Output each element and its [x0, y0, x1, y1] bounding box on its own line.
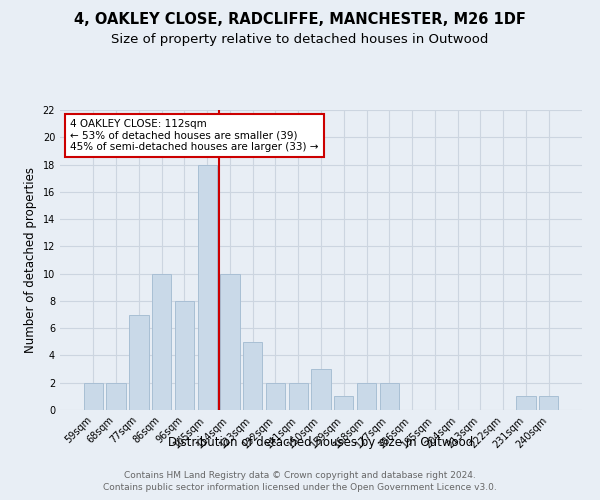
- Bar: [380, 382, 399, 410]
- Text: Contains HM Land Registry data © Crown copyright and database right 2024.
Contai: Contains HM Land Registry data © Crown c…: [103, 471, 497, 492]
- Bar: [175, 301, 194, 410]
- Text: 4 OAKLEY CLOSE: 112sqm
← 53% of detached houses are smaller (39)
45% of semi-det: 4 OAKLEY CLOSE: 112sqm ← 53% of detached…: [70, 119, 319, 152]
- Bar: [334, 396, 353, 410]
- Text: Distribution of detached houses by size in Outwood: Distribution of detached houses by size …: [169, 436, 473, 449]
- Text: 4, OAKLEY CLOSE, RADCLIFFE, MANCHESTER, M26 1DF: 4, OAKLEY CLOSE, RADCLIFFE, MANCHESTER, …: [74, 12, 526, 28]
- Bar: [311, 369, 331, 410]
- Bar: [289, 382, 308, 410]
- Bar: [84, 382, 103, 410]
- Bar: [516, 396, 536, 410]
- Bar: [539, 396, 558, 410]
- Bar: [129, 314, 149, 410]
- Bar: [106, 382, 126, 410]
- Bar: [243, 342, 262, 410]
- Y-axis label: Number of detached properties: Number of detached properties: [24, 167, 37, 353]
- Bar: [152, 274, 172, 410]
- Bar: [197, 164, 217, 410]
- Bar: [266, 382, 285, 410]
- Bar: [220, 274, 239, 410]
- Bar: [357, 382, 376, 410]
- Text: Size of property relative to detached houses in Outwood: Size of property relative to detached ho…: [112, 32, 488, 46]
